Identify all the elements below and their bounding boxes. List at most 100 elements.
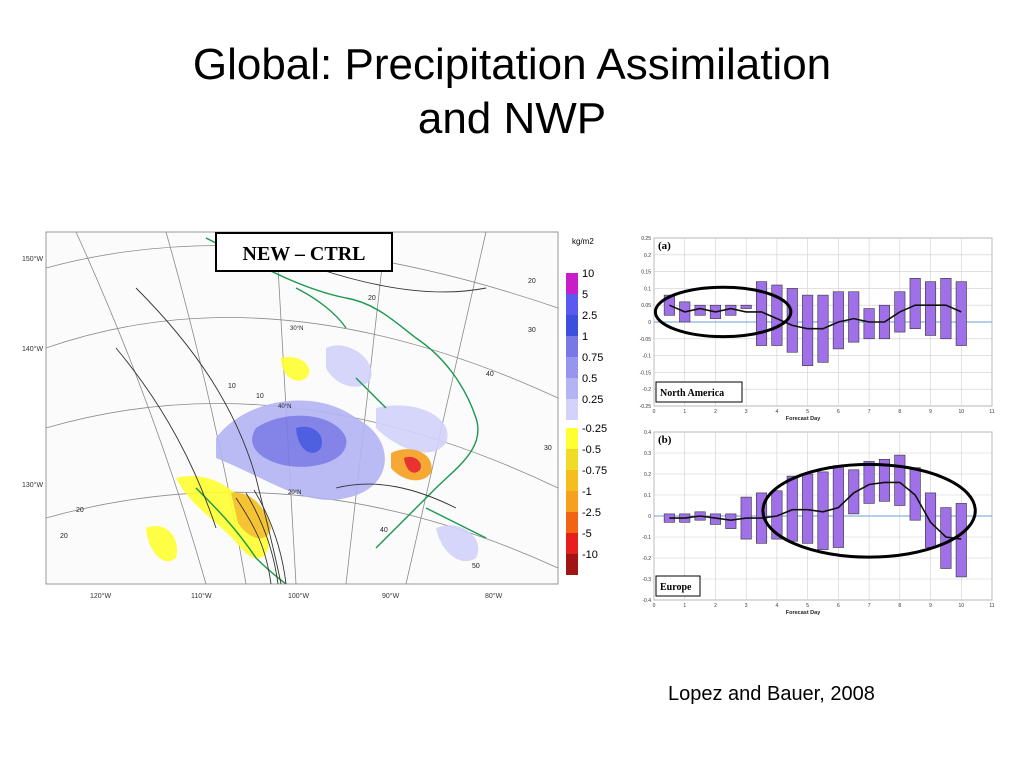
range-bar <box>955 281 967 346</box>
y-tick-label: 0.3 <box>644 451 651 457</box>
contour-label: 20 <box>368 295 376 302</box>
slide-title-line-1: Global: Precipitation Assimilation <box>192 40 832 89</box>
map-coastlines <box>195 237 487 585</box>
legend-swatch <box>566 470 578 491</box>
range-bar <box>848 291 860 343</box>
x-tick-label: 9 <box>929 603 932 609</box>
contour-label: 20 <box>528 278 536 285</box>
y-tick-label: 0.4 <box>644 430 651 436</box>
panel-label: (b) <box>658 434 672 446</box>
range-bar <box>771 490 783 540</box>
legend-swatch <box>566 357 578 378</box>
x-tick-label: 0 <box>653 603 656 609</box>
y-tick-label: 0 <box>648 514 651 520</box>
contour-label: 20 <box>76 507 84 514</box>
x-tick-label: 7 <box>868 603 871 609</box>
lat-label-130w: 130°W <box>22 481 43 489</box>
legend-label: -10 <box>582 549 598 561</box>
legend-unit: kg/m2 <box>572 237 594 246</box>
x-tick-label: 6 <box>837 603 840 609</box>
region-box <box>655 381 743 403</box>
mean-line <box>669 304 962 330</box>
contour-label: 50 <box>472 563 480 570</box>
y-tick-label: 0.1 <box>644 493 651 499</box>
map-color-legend: 10 5 2.5 1 0.75 0.5 0.25 -0.25 -0.5 -0.75 -1 -2.5 -5… <box>566 268 607 575</box>
range-bar <box>863 308 875 340</box>
x-tick-label: 5 <box>806 409 809 415</box>
range-bar <box>848 469 860 515</box>
legend-swatch <box>566 491 578 512</box>
map-svg: NEW – CTRL 150°W 140°W 130°W 120°W 110°W… <box>16 228 608 604</box>
legend-swatch <box>566 378 578 399</box>
range-bar <box>802 473 814 544</box>
citation: Lopez and Bauer, 2008 <box>668 683 875 705</box>
chart-a-svg: 0.25 0.2 0.15 0.1 0.05 0 -0.05 -0.1 -0.15 -0.2 -0.… <box>640 236 995 422</box>
y-tick-label: -0.4 <box>642 598 651 604</box>
legend-swatch <box>566 294 578 315</box>
x-tick-label: 6 <box>837 409 840 415</box>
lon-label-110w: 110°W <box>191 592 212 600</box>
y-tick-label: -0.25 <box>640 404 652 410</box>
range-bar <box>802 294 814 366</box>
x-tick-label: 2 <box>714 603 717 609</box>
legend-label: 10 <box>582 268 594 280</box>
region-label: Europe <box>660 582 692 593</box>
range-bar <box>925 281 937 336</box>
lon-label-80w: 80°W <box>485 592 503 600</box>
legend-swatch <box>566 315 578 336</box>
legend-label: -1 <box>582 486 592 498</box>
contour-label: 30°N <box>290 326 303 332</box>
legend-label: 2.5 <box>582 310 597 322</box>
range-bar <box>832 291 844 350</box>
x-tick-label: 8 <box>898 603 901 609</box>
x-tick-label: 9 <box>929 409 932 415</box>
region-box <box>655 575 701 597</box>
precip-difference-map: NEW – CTRL 150°W 140°W 130°W 120°W 110°W… <box>16 228 608 604</box>
mean-line <box>669 481 962 540</box>
range-bar <box>909 467 921 521</box>
legend-label: -0.75 <box>582 465 607 477</box>
y-tick-label: -0.15 <box>640 370 652 376</box>
y-tick-label: 0.2 <box>644 253 651 259</box>
x-tick-label: 5 <box>806 603 809 609</box>
legend-swatch <box>566 428 578 449</box>
contour-label: 30 <box>544 445 552 452</box>
legend-label: -2.5 <box>582 507 601 519</box>
x-tick-label: 3 <box>745 603 748 609</box>
y-tick-label: 0 <box>648 320 651 326</box>
slide-title: Global: Precipitation Assimilation and N… <box>0 38 1024 146</box>
y-tick-label: 0.15 <box>641 270 651 276</box>
x-tick-label: 1 <box>683 409 686 415</box>
x-tick-label: 2 <box>714 409 717 415</box>
range-bar <box>940 278 952 340</box>
y-tick-label: -0.3 <box>642 577 651 583</box>
contour-label: 10 <box>228 383 236 390</box>
x-tick-label: 4 <box>776 603 779 609</box>
legend-swatch <box>566 399 578 420</box>
legend-label: 1 <box>582 331 588 343</box>
chart-north-america: 0.25 0.2 0.15 0.1 0.05 0 -0.05 -0.1 -0.15 -0.2 -0.… <box>630 230 1000 425</box>
contour-label: 30 <box>528 327 536 334</box>
legend-swatch <box>566 336 578 357</box>
x-tick-label: 10 <box>958 409 964 415</box>
y-tick-label: 0.05 <box>641 303 651 309</box>
legend-swatch <box>566 449 578 470</box>
legend-label: 0.75 <box>582 352 603 364</box>
y-tick-label: 0.25 <box>641 236 651 242</box>
legend-swatch <box>566 533 578 554</box>
legend-label: -0.25 <box>582 423 607 435</box>
region-label: North America <box>660 388 724 399</box>
range-bar <box>894 454 906 506</box>
contour-label: 20°N <box>288 490 301 496</box>
lon-label-120w: 120°W <box>90 592 111 600</box>
contour-label: 40 <box>380 527 388 534</box>
range-bar <box>725 304 737 316</box>
y-tick-label: -0.1 <box>642 354 651 360</box>
map-precip-fields <box>146 345 479 562</box>
map-label-box <box>215 232 393 272</box>
x-tick-label: 7 <box>868 409 871 415</box>
y-tick-label: -0.2 <box>642 556 651 562</box>
legend-swatch <box>566 273 578 294</box>
range-bar <box>863 461 875 504</box>
x-tick-label: 11 <box>989 603 994 609</box>
